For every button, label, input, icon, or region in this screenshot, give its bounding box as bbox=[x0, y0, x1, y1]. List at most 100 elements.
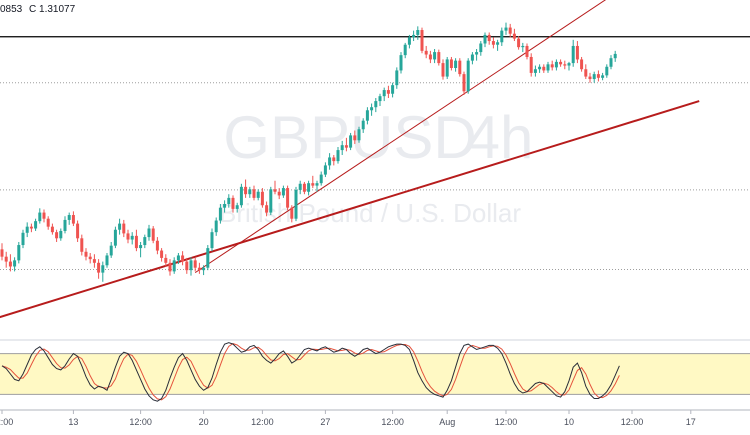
candle-down bbox=[92, 259, 96, 263]
time-axis-tick-label: 10 bbox=[564, 417, 574, 427]
candle-down bbox=[563, 64, 567, 66]
candle-up bbox=[370, 107, 374, 111]
candle-down bbox=[84, 251, 88, 257]
candle-down bbox=[437, 52, 441, 64]
candle-down bbox=[185, 261, 189, 271]
candle-up bbox=[470, 54, 474, 61]
time-axis[interactable]: 12:00 13 12:00 20 12:00 27 12:00 Aug 12:00 10 12:0… bbox=[0, 410, 696, 427]
candle-up bbox=[605, 66, 609, 76]
candle-up bbox=[496, 42, 500, 45]
candle-down bbox=[244, 186, 248, 195]
candle-up bbox=[533, 69, 537, 73]
candle-down bbox=[55, 232, 59, 239]
candle-down bbox=[8, 261, 12, 267]
candle-down bbox=[197, 267, 201, 271]
candle-down bbox=[302, 183, 306, 192]
candle-up bbox=[323, 165, 327, 175]
candle-down bbox=[260, 191, 264, 206]
candle-down bbox=[559, 61, 563, 65]
trendlines bbox=[0, 0, 700, 319]
candle-up bbox=[105, 255, 109, 266]
time-axis-tick-label: 13 bbox=[68, 417, 78, 427]
candle-down bbox=[458, 60, 462, 75]
candle-down bbox=[277, 191, 281, 196]
watermark-interval: 4h bbox=[467, 104, 534, 171]
candle-down bbox=[344, 145, 348, 148]
candle-down bbox=[311, 183, 315, 186]
candle-up bbox=[214, 220, 218, 233]
candle-down bbox=[386, 90, 390, 94]
candle-down bbox=[42, 212, 46, 219]
candle-up bbox=[613, 53, 617, 59]
candle-up bbox=[101, 265, 105, 273]
candle-up bbox=[109, 245, 113, 256]
candle-up bbox=[113, 229, 117, 246]
candle-up bbox=[521, 45, 525, 48]
candle-up bbox=[567, 63, 571, 66]
stochastic-band bbox=[0, 353, 750, 395]
candle-down bbox=[332, 157, 336, 162]
candle-up bbox=[172, 260, 176, 272]
candle-down bbox=[97, 262, 101, 273]
candle-down bbox=[134, 235, 138, 249]
candle-up bbox=[433, 52, 437, 60]
candle-up bbox=[378, 96, 382, 102]
candle-down bbox=[88, 256, 92, 260]
candle-down bbox=[155, 240, 159, 251]
ohlc-open-fragment: 0853 bbox=[0, 4, 23, 15]
candle-down bbox=[46, 218, 50, 227]
candle-up bbox=[395, 70, 399, 86]
candles bbox=[0, 22, 617, 282]
time-axis-tick-label: 27 bbox=[320, 417, 330, 427]
candle-up bbox=[466, 60, 470, 92]
time-axis-tick-label: 20 bbox=[199, 417, 209, 427]
candle-down bbox=[487, 34, 491, 42]
candle-down bbox=[122, 223, 126, 234]
candle-down bbox=[265, 205, 269, 213]
horizontal-levels bbox=[0, 36, 750, 271]
candle-up bbox=[130, 235, 134, 240]
stochastic-pane bbox=[0, 342, 750, 402]
candle-down bbox=[181, 255, 185, 262]
candle-up bbox=[210, 232, 214, 249]
candle-up bbox=[298, 183, 302, 190]
candle-down bbox=[424, 50, 428, 55]
candle-down bbox=[525, 45, 529, 57]
candle-up bbox=[336, 150, 340, 162]
candle-up bbox=[17, 245, 21, 261]
candle-down bbox=[76, 223, 80, 239]
candle-up bbox=[382, 90, 386, 97]
candle-up bbox=[416, 30, 420, 35]
candle-down bbox=[80, 238, 84, 252]
candle-up bbox=[483, 34, 487, 44]
candle-up bbox=[239, 186, 243, 206]
trendline bbox=[0, 100, 700, 319]
candle-down bbox=[193, 260, 197, 268]
time-axis-tick-label: 12:00 bbox=[0, 417, 13, 427]
candle-down bbox=[512, 33, 516, 39]
candle-down bbox=[420, 30, 424, 51]
candle-up bbox=[63, 219, 67, 231]
candle-up bbox=[139, 245, 143, 249]
candle-up bbox=[227, 197, 231, 204]
candle-up bbox=[445, 59, 449, 77]
candle-up bbox=[554, 61, 558, 68]
candle-up bbox=[412, 34, 416, 38]
candle-up bbox=[592, 74, 596, 80]
candle-up bbox=[315, 183, 319, 186]
candle-up bbox=[25, 226, 29, 233]
candle-down bbox=[517, 38, 521, 48]
candle-up bbox=[59, 230, 63, 239]
candle-down bbox=[286, 188, 290, 208]
candle-down bbox=[160, 250, 164, 258]
ohlc-legend: 0853 C 1.31077 bbox=[0, 4, 83, 15]
candle-down bbox=[584, 69, 588, 77]
candle-up bbox=[374, 101, 378, 108]
candle-up bbox=[189, 260, 193, 271]
candle-up bbox=[407, 37, 411, 45]
candle-down bbox=[575, 45, 579, 60]
candle-up bbox=[248, 189, 252, 195]
candle-up bbox=[571, 45, 575, 64]
candle-down bbox=[428, 54, 432, 60]
